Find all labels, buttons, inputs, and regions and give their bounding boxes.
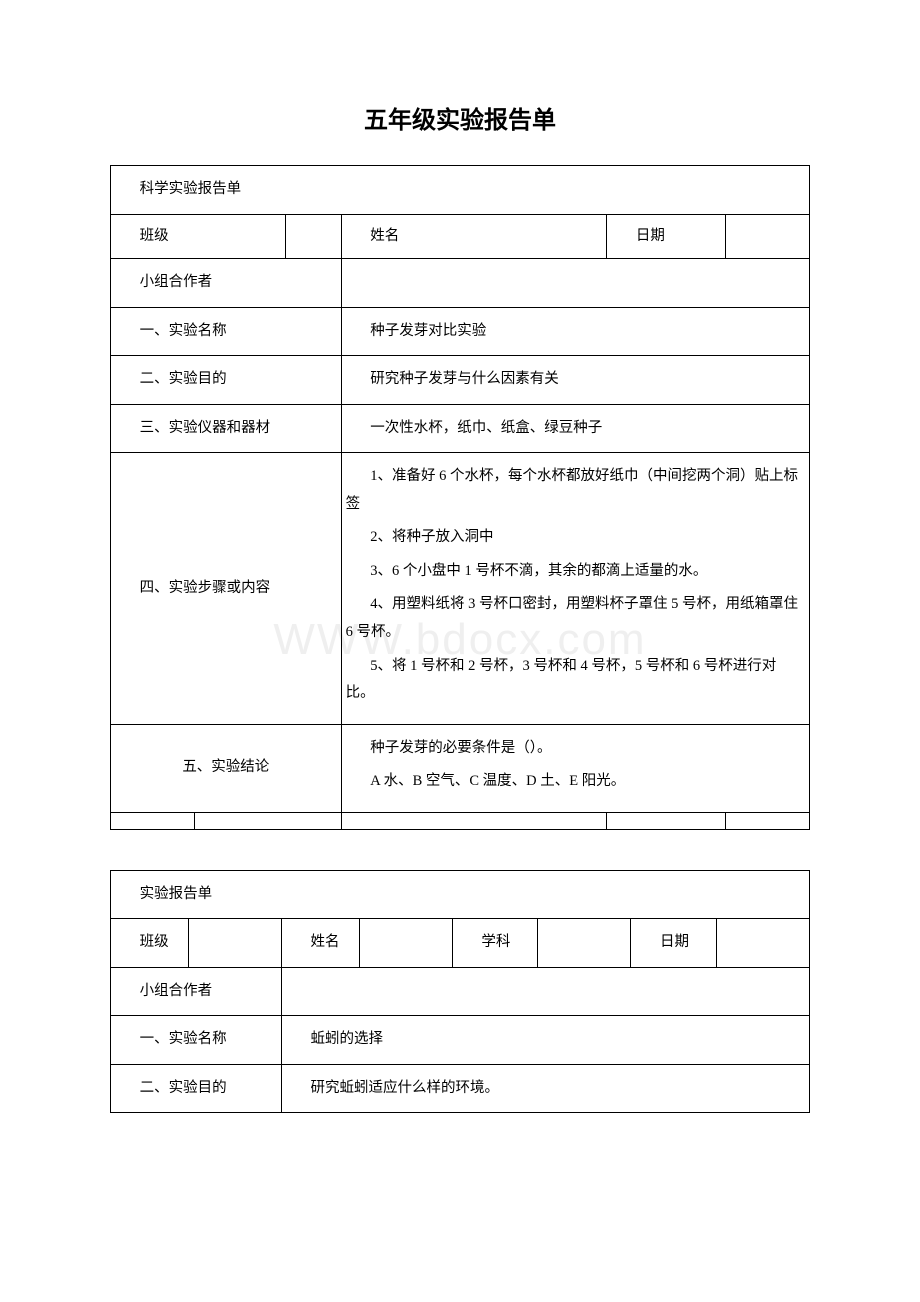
exp-purpose-value: 研究种子发芽与什么因素有关 (341, 356, 809, 405)
group-label: 小组合作者 (111, 259, 342, 308)
exp-equip-value: 一次性水杯，纸巾、纸盒、绿豆种子 (341, 404, 809, 453)
step-4: 4、用塑料纸将 3 号杯口密封，用塑料杯子罩住 5 号杯，用纸箱罩住 6 号杯。 (346, 591, 805, 646)
date-label: 日期 (607, 214, 726, 259)
blank-cell (111, 812, 195, 829)
name-label: 姓名 (281, 919, 359, 968)
step-1: 1、准备好 6 个水杯，每个水杯都放好纸巾（中间挖两个洞）贴上标签 (346, 463, 805, 518)
date-value (716, 919, 809, 968)
date-value (726, 214, 810, 259)
exp-name-value: 蚯蚓的选择 (281, 1016, 809, 1065)
name-value (359, 919, 452, 968)
exp-steps-label: 四、实验步骤或内容 (111, 453, 342, 724)
blank-cell (607, 812, 726, 829)
subject-value (538, 919, 631, 968)
exp-conclusion-label: 五、实验结论 (111, 724, 342, 812)
exp-purpose-label: 二、实验目的 (111, 1064, 282, 1113)
exp-equip-label: 三、实验仪器和器材 (111, 404, 342, 453)
exp-conclusion-value: 种子发芽的必要条件是（）。 A 水、B 空气、C 温度、D 土、E 阳光。 (341, 724, 809, 812)
class-label: 班级 (111, 919, 189, 968)
class-value (188, 919, 281, 968)
page-title: 五年级实验报告单 (110, 100, 810, 135)
exp-purpose-value: 研究蚯蚓适应什么样的环境。 (281, 1064, 809, 1113)
exp-name-label: 一、实验名称 (111, 307, 342, 356)
blank-cell (194, 812, 341, 829)
exp-purpose-label: 二、实验目的 (111, 356, 342, 405)
group-label: 小组合作者 (111, 967, 282, 1016)
step-2: 2、将种子放入洞中 (346, 524, 805, 552)
step-5: 5、将 1 号杯和 2 号杯，3 号杯和 4 号杯，5 号杯和 6 号杯进行对比… (346, 653, 805, 708)
class-value (285, 214, 341, 259)
group-value (281, 967, 809, 1016)
class-label: 班级 (111, 214, 286, 259)
name-label: 姓名 (341, 214, 607, 259)
conclusion-2: A 水、B 空气、C 温度、D 土、E 阳光。 (346, 768, 805, 796)
experiment-report-table-1: 科学实验报告单 班级 姓名 日期 小组合作者 一、实验名称 种子发芽对比实验 二… (110, 165, 810, 830)
blank-cell (726, 812, 810, 829)
date-label: 日期 (631, 919, 716, 968)
group-value (341, 259, 809, 308)
exp-name-label: 一、实验名称 (111, 1016, 282, 1065)
report-title-cell: 实验报告单 (111, 870, 810, 919)
exp-name-value: 种子发芽对比实验 (341, 307, 809, 356)
experiment-report-table-2: 实验报告单 班级 姓名 学科 日期 小组合作者 一、实验名称 蚯蚓的选择 二、实… (110, 870, 810, 1114)
blank-cell (341, 812, 607, 829)
exp-steps-value: 1、准备好 6 个水杯，每个水杯都放好纸巾（中间挖两个洞）贴上标签 2、将种子放… (341, 453, 809, 724)
subject-label: 学科 (452, 919, 537, 968)
step-3: 3、6 个小盘中 1 号杯不滴，其余的都滴上适量的水。 (346, 558, 805, 586)
conclusion-1: 种子发芽的必要条件是（）。 (346, 735, 805, 763)
report-title-cell: 科学实验报告单 (111, 166, 810, 215)
